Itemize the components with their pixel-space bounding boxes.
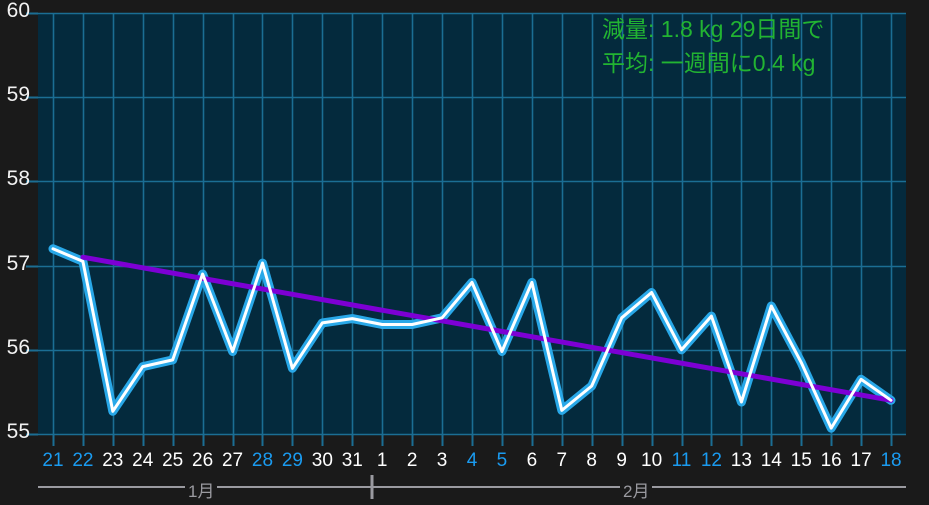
x-axis-label-day-13: 13 [730,450,752,471]
month-label: 1月 [185,477,218,502]
x-axis-label-day-11: 11 [671,450,692,471]
x-axis-label-day-18: 18 [880,450,902,471]
annotation-average: 平均: 一週間に0.4 kg [602,50,816,76]
y-axis-label: 58 [6,167,30,191]
x-axis-label-day-9: 9 [616,450,627,471]
x-axis-label-day-8: 8 [586,450,597,471]
x-axis-label-day-17: 17 [850,450,872,471]
month-axis [38,475,906,499]
month-label: 2月 [620,477,653,502]
x-axis-label-day-25: 25 [162,450,184,471]
x-axis-label-day-22: 22 [72,450,94,471]
y-axis-label: 57 [6,251,30,275]
y-axis-ticks [26,12,38,436]
trend-line [80,254,894,403]
y-axis-label: 56 [6,335,30,359]
x-axis-label-day-24: 24 [132,450,154,471]
x-axis-label-day-29: 29 [281,450,303,471]
y-axis-label: 59 [6,83,30,107]
x-axis-label-day-28: 28 [251,450,274,471]
x-axis-label-day-10: 10 [641,450,663,471]
x-axis-label-day-3: 3 [436,450,448,471]
weight-line [51,247,893,430]
x-axis-label-day-2: 2 [406,450,418,471]
x-axis-label-day-1: 1 [376,450,388,471]
x-axis-label-day-21: 21 [42,450,64,471]
x-axis-ticks [52,434,893,446]
x-axis-label-day-16: 16 [820,450,842,471]
y-axis-label: 60 [6,0,30,22]
x-axis-label-day-26: 26 [192,450,214,471]
x-axis-label-day-15: 15 [790,450,812,471]
x-axis-label-day-5: 5 [496,450,508,471]
x-axis-label-day-12: 12 [700,450,722,471]
x-axis-label-day-14: 14 [760,450,782,471]
x-axis-label-day-23: 23 [102,450,124,471]
x-axis-label-day-6: 6 [526,450,538,471]
x-axis-label-day-7: 7 [556,450,568,471]
annotation-loss: 減量: 1.8 kg 29日間で [602,16,825,42]
x-axis-label-day-27: 27 [221,450,244,471]
x-axis-label-day-4: 4 [466,450,478,471]
x-axis-label-day-30: 30 [311,450,333,471]
y-axis-label: 55 [6,420,30,443]
x-axis-label-day-31: 31 [341,450,363,471]
